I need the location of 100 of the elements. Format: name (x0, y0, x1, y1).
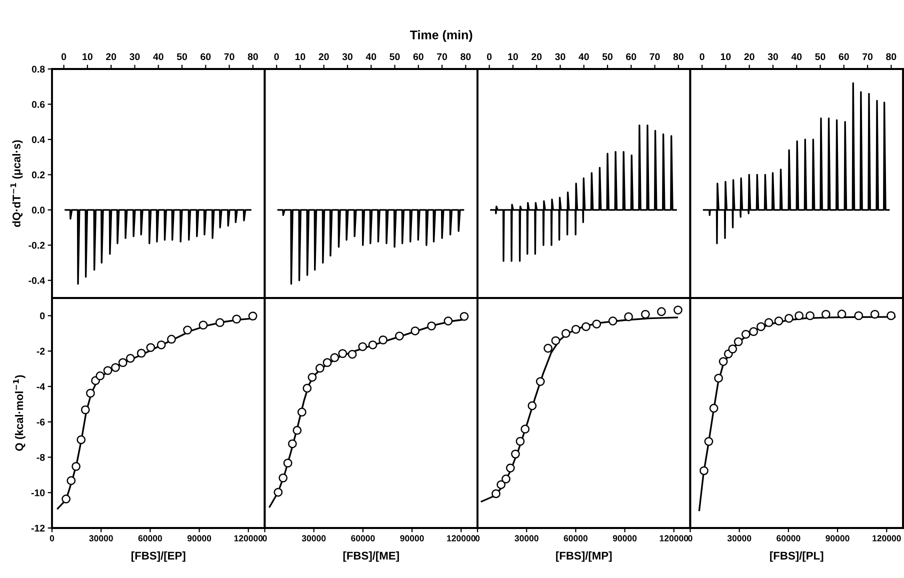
point (496, 480, 506, 490)
x-axis-title: [FBS]/[EP] (132, 551, 186, 562)
point (528, 401, 537, 410)
point (111, 363, 120, 372)
x-tick-label: 60000 (138, 535, 162, 542)
point (657, 307, 666, 316)
point (640, 310, 650, 319)
x-tick-label: 70 (224, 53, 234, 60)
point (870, 310, 880, 319)
point (728, 344, 738, 354)
point (215, 318, 224, 328)
point (410, 326, 420, 336)
point (274, 488, 283, 497)
x-tick-label: 30000 (727, 535, 752, 542)
point (886, 311, 896, 320)
point (96, 371, 105, 380)
point (330, 353, 340, 362)
point (536, 377, 545, 386)
x-tick-label: 60000 (351, 535, 375, 542)
point (183, 326, 192, 334)
x-tick-label: 30 (555, 53, 566, 60)
x-tick-label: 50 (390, 53, 400, 60)
point (854, 311, 864, 320)
point (794, 311, 804, 320)
point (198, 320, 208, 330)
y-tick-label: 0 (40, 312, 45, 320)
x-tick-label: 20 (106, 53, 116, 60)
point (80, 405, 90, 414)
point (714, 374, 724, 383)
point (571, 324, 580, 334)
x-tick-label: 0 (475, 535, 480, 542)
point (126, 354, 135, 363)
x-tick-label: 80 (248, 53, 258, 60)
x-tick-label: 0 (274, 53, 279, 60)
point (700, 466, 708, 476)
x-tick-label: 0 (62, 53, 66, 60)
y-axis-title: dQ·dT$^{−1}$ (μcal·s) (10, 140, 23, 227)
x-axis-title: [FBS]/[PL] (770, 551, 824, 562)
x-tick-label: 50 (602, 53, 613, 60)
point (322, 358, 332, 368)
point (709, 404, 718, 413)
point (516, 436, 525, 446)
x-tick-label: 120000 (447, 535, 476, 542)
point (146, 343, 156, 352)
point (492, 489, 500, 498)
point (62, 494, 71, 504)
point (561, 328, 570, 338)
point (741, 330, 750, 339)
point (315, 364, 324, 373)
point (544, 344, 552, 353)
y-tick-label: 0.2 (32, 171, 45, 178)
x-tick-label: 0 (487, 53, 492, 60)
y-tick-label: -0.2 (28, 242, 45, 249)
point (551, 336, 560, 346)
point (764, 318, 774, 328)
x-axis-title: [FBS]/[ME] (343, 551, 399, 562)
point (821, 310, 830, 319)
x-axis-title: Time (min) (410, 30, 472, 42)
point (368, 340, 378, 350)
point (156, 340, 166, 350)
point (348, 350, 357, 359)
point (394, 332, 404, 340)
point (756, 322, 766, 332)
point (103, 366, 112, 375)
point (784, 314, 794, 323)
x-tick-label: 40 (366, 53, 376, 60)
point (718, 357, 728, 366)
x-tick-label: 90000 (400, 535, 424, 542)
y-tick-label: -8 (36, 454, 45, 461)
x-tick-label: 120000 (872, 535, 901, 542)
x-tick-label: 20 (532, 53, 542, 60)
x-tick-label: 40 (578, 53, 589, 60)
point (66, 476, 76, 486)
point (118, 358, 128, 368)
point (806, 311, 814, 320)
y-tick-label: -12 (31, 524, 45, 532)
point (283, 458, 292, 468)
point (582, 322, 590, 332)
x-tick-label: 0 (688, 535, 692, 542)
x-tick-label: 20 (318, 53, 329, 60)
point (704, 437, 714, 446)
x-tick-label: 120000 (660, 535, 688, 542)
point (232, 314, 242, 324)
point (338, 349, 348, 358)
point (734, 337, 743, 346)
x-tick-label: 70 (437, 53, 448, 60)
x-tick-label: 30000 (89, 535, 113, 542)
point (592, 320, 602, 328)
x-tick-label: 10 (720, 53, 731, 60)
point (167, 334, 176, 344)
x-tick-label: 0 (262, 535, 267, 542)
x-tick-label: 0 (700, 53, 704, 60)
point (502, 474, 510, 484)
x-tick-label: 30 (342, 53, 352, 60)
x-tick-label: 30 (768, 53, 778, 60)
point (292, 426, 302, 435)
point (308, 372, 317, 382)
x-tick-label: 60 (838, 53, 849, 60)
point (76, 435, 86, 444)
point (136, 348, 146, 358)
